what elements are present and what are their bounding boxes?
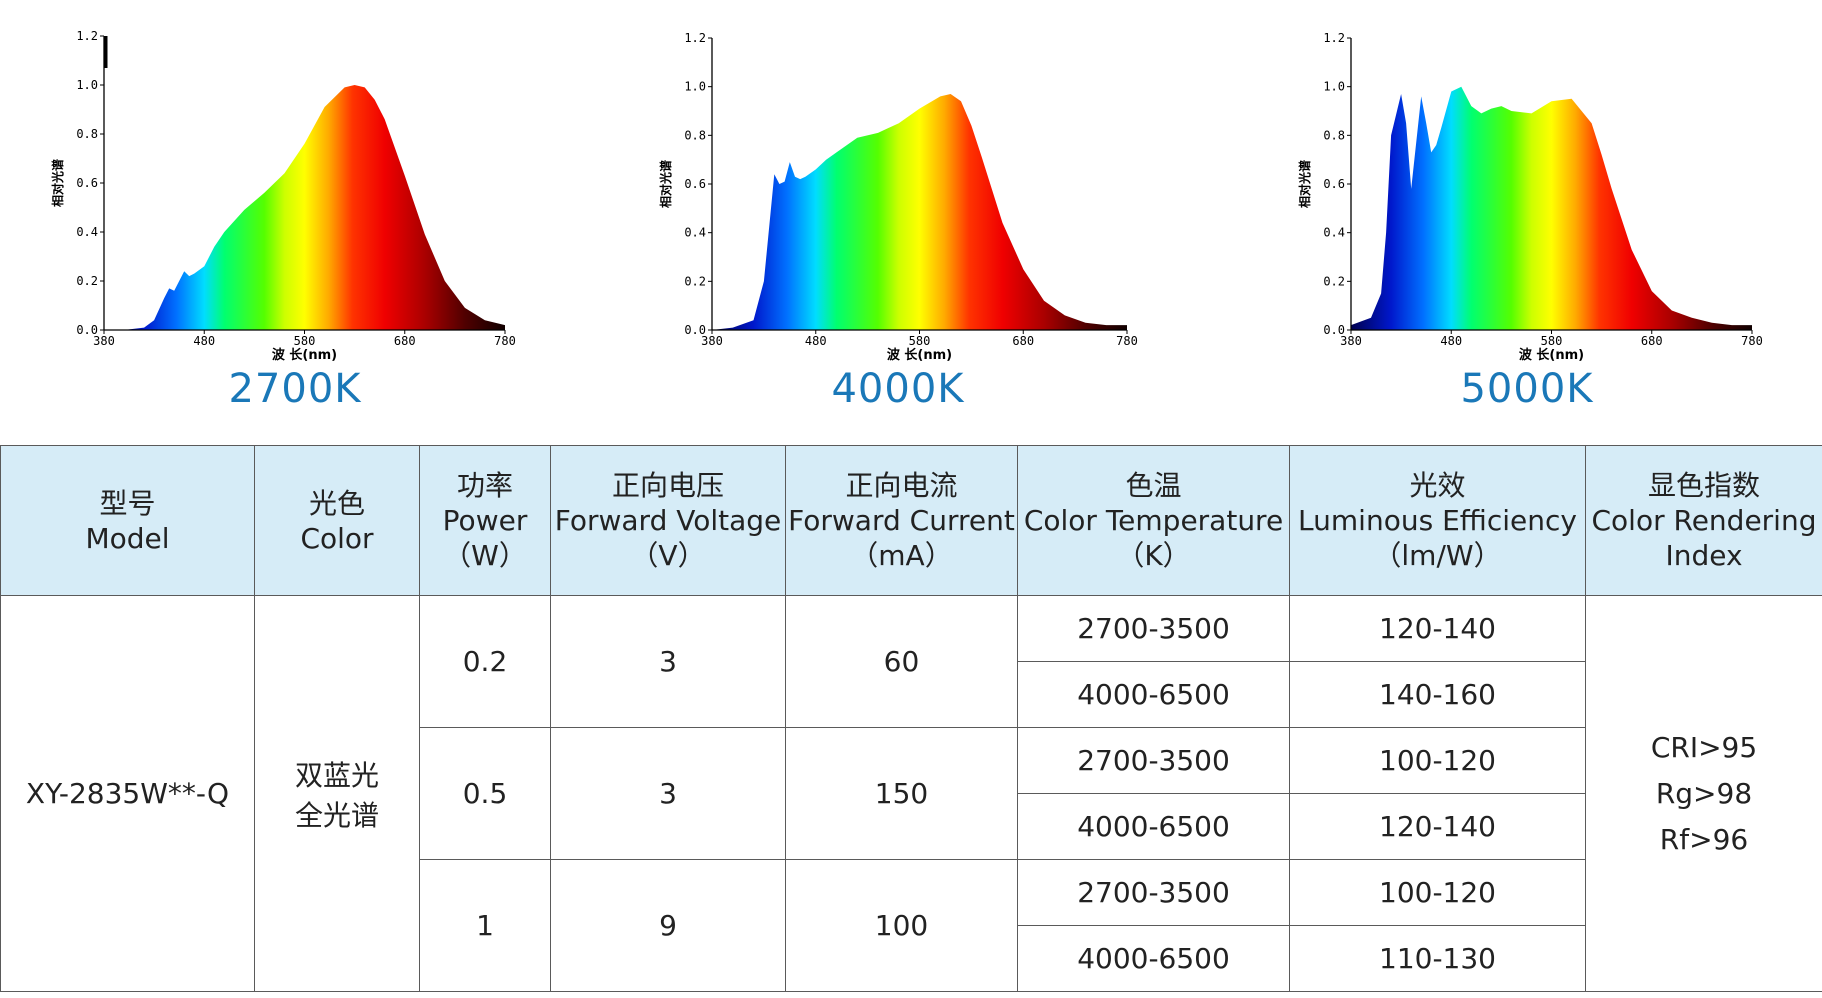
y-tick-label: 0.0 [684, 323, 706, 337]
y-tick-label: 1.0 [76, 78, 98, 92]
x-tick-label: 480 [193, 334, 215, 348]
y-tick-label: 1.0 [1323, 80, 1345, 94]
cell-model: XY-2835W**-Q [0, 595, 255, 992]
cell-current: 100 [785, 859, 1018, 992]
x-tick-label: 580 [909, 334, 931, 348]
y-tick-label: 0.2 [1323, 274, 1345, 288]
y-tick-label: 0.4 [76, 225, 98, 239]
x-tick-label: 680 [1641, 334, 1663, 348]
cell-efficiency: 120-140 [1289, 595, 1586, 662]
spectrum-area [712, 94, 1127, 330]
header-color: 光色 Color [254, 445, 420, 596]
y-tick-label: 0.4 [1323, 226, 1345, 240]
table-row: 0.5 3 150 2700-3500 100-120 [1, 727, 1822, 860]
header-color-rendering-index: 显色指数 Color Rendering Index [1585, 445, 1822, 596]
y-tick-label: 1.0 [684, 80, 706, 94]
x-tick-label: 780 [494, 334, 516, 348]
y-tick-label: 0.0 [1323, 323, 1345, 337]
table-row: 1 9 100 2700-3500 100-120 [1, 859, 1822, 992]
header-power: 功率 Power （W） [419, 445, 551, 596]
cell-current: 60 [785, 595, 1018, 728]
x-tick-label: 580 [1541, 334, 1563, 348]
x-tick-label: 780 [1741, 334, 1763, 348]
cell-cri: CRI>95 Rg>98 Rf>96 [1585, 595, 1822, 992]
spectrum-svg-2: 0.0 0.2 0.4 0.6 0.8 1.0 1.2 380 480 580 680 780 波 长(… [658, 31, 1138, 363]
y-tick-label: 0.2 [684, 274, 706, 288]
spectrum-chart-2700k: 0.0 0.2 0.4 0.6 0.8 1.0 1.2 380 480 580 680 780 波 长(… [40, 0, 520, 363]
cell-cct: 4000-6500 [1017, 793, 1290, 860]
x-tick-label: 580 [294, 334, 316, 348]
y-axis-label: 相对光谱 [1297, 160, 1312, 208]
y-tick-label: 0.8 [684, 128, 706, 142]
y-axis-label: 相对光谱 [658, 160, 673, 208]
cell-color: 双蓝光 全光谱 [254, 595, 420, 992]
y-tick-label: 0.6 [684, 177, 706, 191]
cell-voltage: 3 [550, 727, 786, 860]
x-tick-label: 680 [1012, 334, 1034, 348]
spectrum-area [1351, 86, 1752, 330]
chart-caption-2700k: 2700K [228, 366, 362, 412]
chart-caption-4000k: 4000K [831, 366, 965, 412]
header-forward-current: 正向电流 Forward Current （mA） [785, 445, 1018, 596]
cell-power: 1 [419, 859, 551, 992]
cell-cct: 4000-6500 [1017, 661, 1290, 728]
y-tick-label: 0.8 [76, 127, 98, 141]
cell-efficiency: 110-130 [1289, 925, 1586, 992]
y-tick-label: 1.2 [1323, 31, 1345, 45]
header-forward-voltage: 正向电压 Forward Voltage （V） [550, 445, 786, 596]
x-tick-label: 480 [1440, 334, 1462, 348]
spectrum-svg-3: 0.0 0.2 0.4 0.6 0.8 1.0 1.2 380 480 580 680 780 波 长(… [1297, 31, 1763, 363]
cell-cct: 2700-3500 [1017, 595, 1290, 662]
y-tick-label: 0.6 [76, 176, 98, 190]
chart-caption-5000k: 5000K [1460, 366, 1594, 412]
cell-current: 150 [785, 727, 1018, 860]
cell-power: 0.2 [419, 595, 551, 728]
x-tick-label: 380 [93, 334, 115, 348]
spec-table: 型号 Model 光色 Color 功率 Power （W） 正向电压 Forward V… [0, 445, 1822, 992]
x-axis-label: 波 长(nm) [1519, 347, 1584, 363]
spectrum-chart-4000k: 0.0 0.2 0.4 0.6 0.8 1.0 1.2 380 480 580 680 780 波 长(… [645, 0, 1145, 363]
cell-power: 0.5 [419, 727, 551, 860]
spectrum-svg-1: 0.0 0.2 0.4 0.6 0.8 1.0 1.2 380 480 580 680 780 波 长(… [50, 29, 516, 363]
y-tick-label: 0.8 [1323, 128, 1345, 142]
x-tick-label: 780 [1116, 334, 1138, 348]
y-tick-label: 0.6 [1323, 177, 1345, 191]
x-tick-label: 380 [1340, 334, 1362, 348]
table-row: 4000-6500 110-130 [1, 925, 1822, 992]
header-luminous-efficiency: 光效 Luminous Efficiency （lm/W） [1289, 445, 1586, 596]
header-color-temperature: 色温 Color Temperature （K） [1017, 445, 1290, 596]
cell-efficiency: 100-120 [1289, 727, 1586, 794]
y-tick-label: 1.2 [684, 31, 706, 45]
y-tick-label: 0.0 [76, 323, 98, 337]
y-tick-label: 1.2 [76, 29, 98, 43]
table-row: XY-2835W**-Q 双蓝光 全光谱 0.2 3 60 2700-3500 1… [0, 595, 1822, 992]
table-row: 4000-6500 120-140 [1, 793, 1822, 860]
y-tick-label: 0.4 [684, 226, 706, 240]
header-row: 型号 Model 光色 Color 功率 Power （W） 正向电压 Forward V… [0, 445, 1822, 596]
x-axis-label: 波 长(nm) [887, 347, 952, 363]
spectrum-chart-5000k: 0.0 0.2 0.4 0.6 0.8 1.0 1.2 380 480 580 680 780 波 长(… [1285, 0, 1785, 363]
y-tick-label: 0.2 [76, 274, 98, 288]
y-axis-label: 相对光谱 [50, 159, 65, 207]
cell-cct: 2700-3500 [1017, 859, 1290, 926]
cell-efficiency: 120-140 [1289, 793, 1586, 860]
x-tick-label: 380 [701, 334, 723, 348]
x-tick-label: 480 [805, 334, 827, 348]
header-model: 型号 Model [0, 445, 255, 596]
table-row: 4000-6500 140-160 [1, 661, 1822, 728]
cell-cct: 4000-6500 [1017, 925, 1290, 992]
cell-voltage: 9 [550, 859, 786, 992]
cell-voltage: 3 [550, 595, 786, 728]
x-axis-label: 波 长(nm) [272, 347, 337, 363]
cell-efficiency: 100-120 [1289, 859, 1586, 926]
spectrum-area [104, 85, 505, 330]
cell-cct: 2700-3500 [1017, 727, 1290, 794]
cell-efficiency: 140-160 [1289, 661, 1586, 728]
x-tick-label: 680 [394, 334, 416, 348]
